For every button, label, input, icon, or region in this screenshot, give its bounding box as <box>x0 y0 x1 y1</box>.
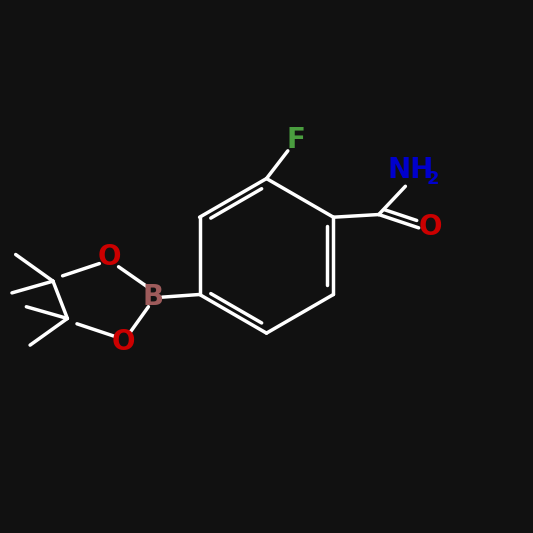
Text: 2: 2 <box>427 171 439 188</box>
Text: NH: NH <box>387 156 434 184</box>
Text: B: B <box>142 283 163 311</box>
Text: O: O <box>97 243 120 271</box>
Text: F: F <box>286 126 305 154</box>
Text: O: O <box>419 213 442 241</box>
Text: O: O <box>111 328 135 357</box>
